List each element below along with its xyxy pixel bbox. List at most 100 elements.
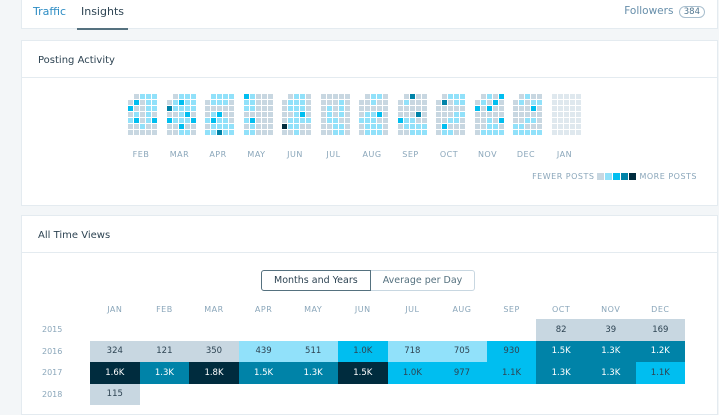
day-cell[interactable]: [338, 130, 344, 135]
day-cell[interactable]: [152, 94, 157, 99]
day-cell[interactable]: [282, 106, 287, 111]
day-cell[interactable]: [409, 124, 415, 129]
day-cell[interactable]: [377, 130, 382, 135]
views-cell[interactable]: 1.3K: [585, 362, 636, 384]
day-cell[interactable]: [134, 112, 139, 117]
day-cell[interactable]: [557, 124, 563, 129]
day-cell[interactable]: [146, 124, 151, 129]
day-cell[interactable]: [211, 106, 216, 111]
day-cell[interactable]: [288, 124, 293, 129]
day-cell[interactable]: [377, 124, 382, 129]
day-cell[interactable]: [332, 94, 338, 99]
day-cell[interactable]: [575, 112, 581, 117]
day-cell[interactable]: [128, 130, 133, 135]
day-cell[interactable]: [421, 118, 427, 123]
views-cell[interactable]: 718: [387, 340, 438, 362]
day-cell[interactable]: [178, 94, 184, 99]
day-cell[interactable]: [326, 118, 332, 123]
day-cell[interactable]: [255, 124, 261, 129]
day-cell[interactable]: [409, 106, 415, 111]
day-cell[interactable]: [288, 130, 293, 135]
day-cell[interactable]: [531, 118, 536, 123]
day-cell[interactable]: [537, 94, 542, 99]
day-cell[interactable]: [415, 130, 421, 135]
tab-insights[interactable]: Insights: [77, 5, 128, 30]
day-cell[interactable]: [519, 118, 524, 123]
views-cell[interactable]: 1.3K: [536, 362, 586, 384]
day-cell[interactable]: [306, 94, 311, 99]
day-cell[interactable]: [415, 100, 421, 105]
day-cell[interactable]: [525, 106, 530, 111]
day-cell[interactable]: [229, 112, 234, 117]
day-cell[interactable]: [448, 100, 453, 105]
day-cell[interactable]: [255, 130, 261, 135]
day-cell[interactable]: [146, 94, 151, 99]
day-cell[interactable]: [190, 100, 196, 105]
day-cell[interactable]: [152, 100, 157, 105]
day-cell[interactable]: [190, 118, 196, 123]
day-cell[interactable]: [338, 100, 344, 105]
views-cell[interactable]: 705: [437, 340, 487, 362]
day-cell[interactable]: [128, 124, 133, 129]
day-cell[interactable]: [146, 112, 151, 117]
day-cell[interactable]: [184, 106, 190, 111]
day-cell[interactable]: [460, 94, 465, 99]
day-cell[interactable]: [421, 130, 427, 135]
day-cell[interactable]: [575, 106, 581, 111]
day-cell[interactable]: [338, 94, 344, 99]
day-cell[interactable]: [448, 130, 453, 135]
day-cell[interactable]: [320, 94, 326, 99]
day-cell[interactable]: [474, 106, 480, 111]
views-cell[interactable]: 977: [437, 362, 487, 384]
day-cell[interactable]: [575, 118, 581, 123]
day-cell[interactable]: [261, 106, 267, 111]
day-cell[interactable]: [551, 100, 557, 105]
day-cell[interactable]: [249, 118, 255, 123]
day-cell[interactable]: [229, 100, 234, 105]
day-cell[interactable]: [531, 112, 536, 117]
day-cell[interactable]: [383, 130, 388, 135]
day-cell[interactable]: [492, 100, 498, 105]
day-cell[interactable]: [211, 112, 216, 117]
day-cell[interactable]: [217, 106, 222, 111]
day-cell[interactable]: [436, 130, 441, 135]
day-cell[interactable]: [306, 118, 311, 123]
day-cell[interactable]: [166, 100, 172, 105]
day-cell[interactable]: [243, 94, 249, 99]
day-cell[interactable]: [448, 106, 453, 111]
day-cell[interactable]: [267, 112, 273, 117]
day-cell[interactable]: [267, 124, 273, 129]
day-cell[interactable]: [172, 106, 178, 111]
day-cell[interactable]: [267, 94, 273, 99]
day-cell[interactable]: [306, 130, 311, 135]
day-cell[interactable]: [486, 118, 492, 123]
day-cell[interactable]: [531, 100, 536, 105]
day-cell[interactable]: [205, 112, 210, 117]
views-cell[interactable]: 82: [536, 319, 586, 341]
day-cell[interactable]: [415, 118, 421, 123]
day-cell[interactable]: [359, 118, 364, 123]
day-cell[interactable]: [460, 118, 465, 123]
day-cell[interactable]: [320, 100, 326, 105]
day-cell[interactable]: [513, 106, 518, 111]
views-cell[interactable]: 1.5K: [536, 340, 586, 362]
day-cell[interactable]: [140, 124, 145, 129]
day-cell[interactable]: [146, 100, 151, 105]
day-cell[interactable]: [261, 124, 267, 129]
day-cell[interactable]: [486, 124, 492, 129]
day-cell[interactable]: [409, 94, 415, 99]
day-cell[interactable]: [531, 124, 536, 129]
day-cell[interactable]: [498, 106, 504, 111]
day-cell[interactable]: [282, 112, 287, 117]
day-cell[interactable]: [223, 118, 228, 123]
day-cell[interactable]: [486, 130, 492, 135]
day-cell[interactable]: [128, 106, 133, 111]
day-cell[interactable]: [415, 94, 421, 99]
day-cell[interactable]: [178, 106, 184, 111]
day-cell[interactable]: [166, 124, 172, 129]
day-cell[interactable]: [300, 112, 305, 117]
day-cell[interactable]: [223, 94, 228, 99]
day-cell[interactable]: [184, 94, 190, 99]
day-cell[interactable]: [498, 112, 504, 117]
day-cell[interactable]: [569, 124, 575, 129]
